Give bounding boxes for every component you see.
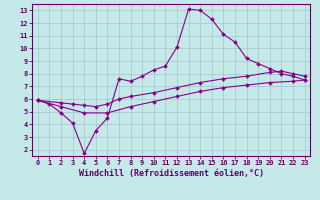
- X-axis label: Windchill (Refroidissement éolien,°C): Windchill (Refroidissement éolien,°C): [79, 169, 264, 178]
